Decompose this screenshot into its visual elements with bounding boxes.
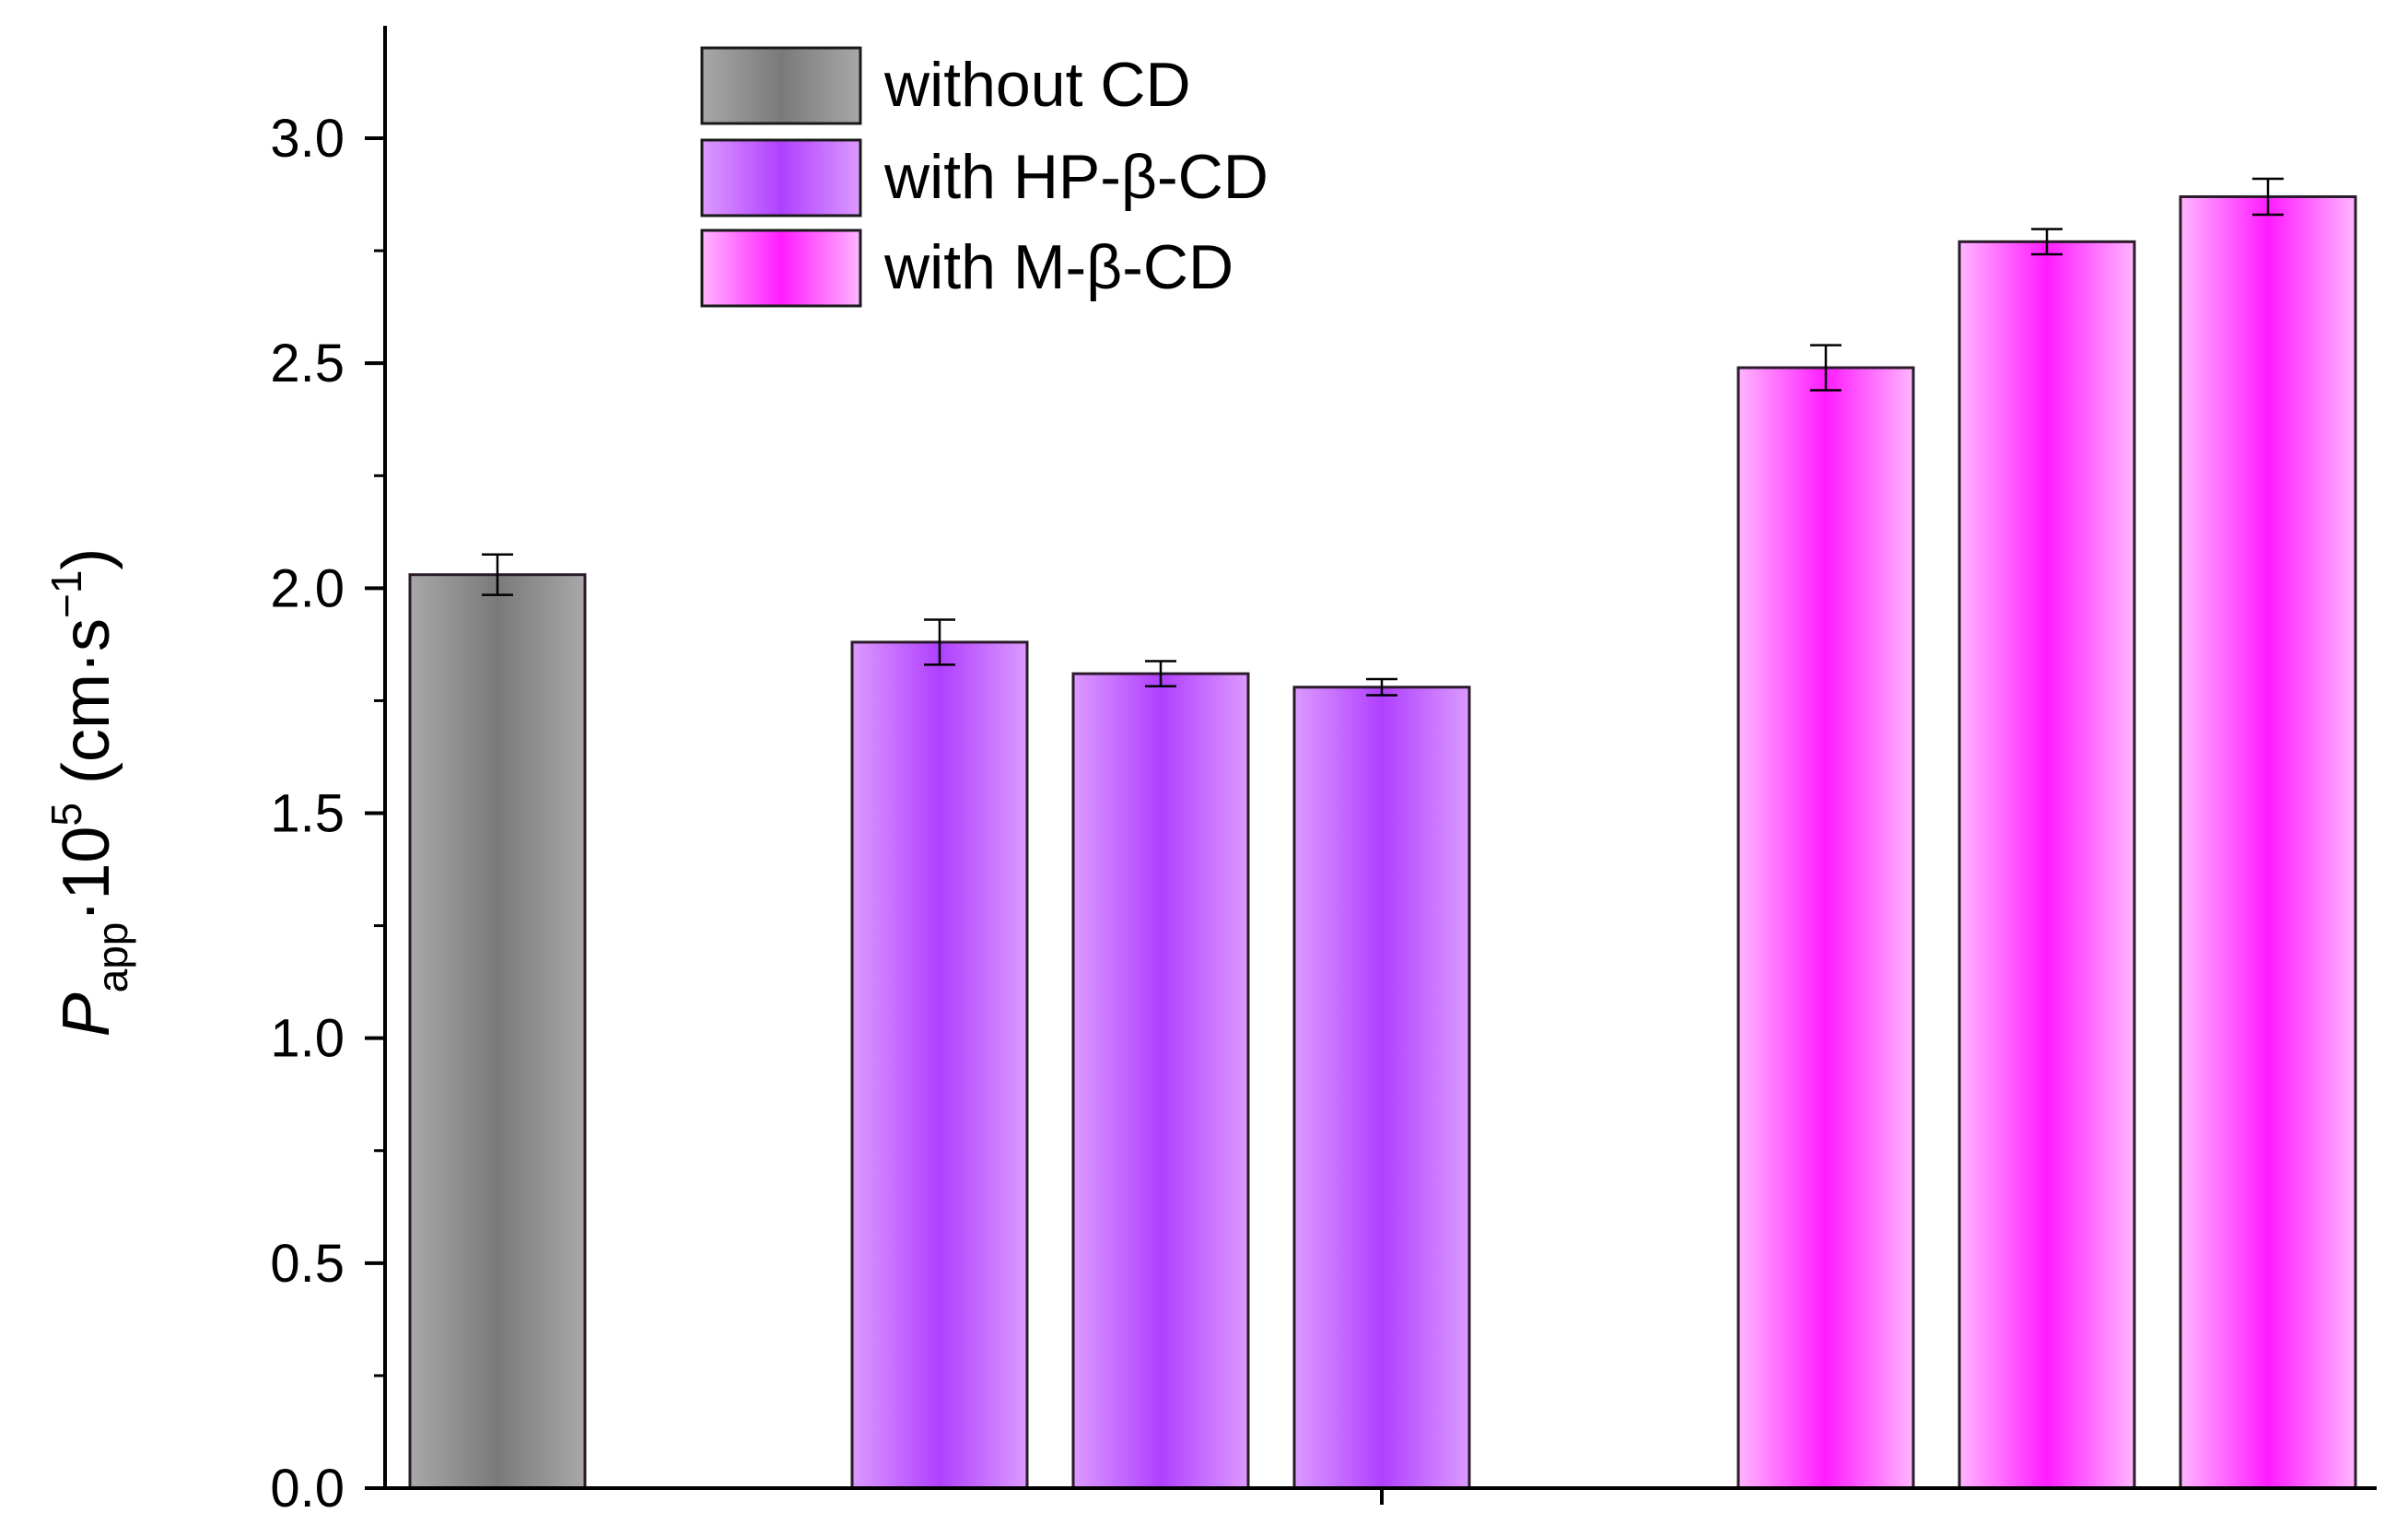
y-axis-label-subscript: app — [88, 922, 136, 993]
y-axis-label-unit-close: ) — [50, 548, 123, 570]
bar-3-3 — [2179, 194, 2357, 1490]
bar-2-1 — [850, 640, 1029, 1490]
bars-layer — [408, 194, 2357, 1490]
y-axis-label: Papp·105 (cm·s−1) — [42, 548, 136, 1038]
y-tick-label: 1.0 — [270, 1009, 345, 1069]
error-bar-2-3 — [1366, 677, 1397, 697]
legend-label-1: without CD — [883, 50, 1191, 120]
y-axis-label-unit: (cm·s — [50, 618, 123, 803]
error-bar-3-1 — [1810, 344, 1841, 392]
legend-swatch-2 — [700, 138, 862, 217]
error-bars-layer — [482, 177, 2284, 697]
bar-1-1 — [408, 573, 587, 1490]
y-tick-label: 2.5 — [270, 334, 345, 393]
bar-2-2 — [1071, 672, 1250, 1490]
error-bar-2-1 — [924, 618, 955, 666]
legend-swatch-3 — [700, 229, 862, 308]
error-bar-3-3 — [2252, 177, 2284, 217]
y-axis-label-exponent: 5 — [42, 803, 90, 827]
legend-label-3: with M-β-CD — [883, 232, 1233, 302]
y-axis-label-symbol: P — [50, 992, 123, 1037]
axes-layer: 0.0 0.5 1.0 1.5 2.0 2.5 3.0 — [270, 26, 2377, 1513]
error-bar-1-1 — [482, 553, 513, 596]
bar-3-1 — [1736, 366, 1915, 1490]
y-axis-label-multiplier: ·10 — [50, 827, 123, 922]
legend-swatch-1 — [700, 46, 862, 125]
bar-3-2 — [1958, 240, 2136, 1490]
y-tick-label: 0.5 — [270, 1234, 345, 1294]
legend: without CD with HP-β-CD with M-β-CD — [700, 46, 1268, 308]
y-tick-label: 1.5 — [270, 784, 345, 844]
error-bar-3-2 — [2031, 228, 2063, 256]
y-tick-label: 2.0 — [270, 558, 345, 618]
y-axis-label-unit-exponent: −1 — [42, 570, 90, 618]
y-tick-label: 0.0 — [270, 1459, 345, 1508]
bar-2-3 — [1292, 686, 1471, 1490]
error-bar-2-2 — [1145, 660, 1176, 688]
y-tick-label: 3.0 — [270, 109, 345, 169]
legend-label-2: with HP-β-CD — [883, 142, 1268, 212]
